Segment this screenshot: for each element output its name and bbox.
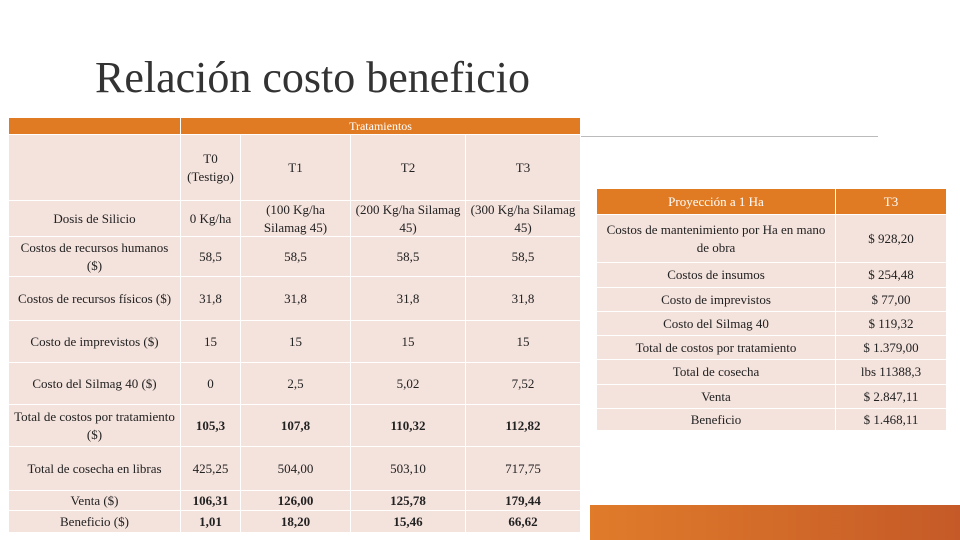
cell: 1,01 [180,510,241,534]
row-label: Costo de imprevistos [596,287,836,312]
row-label: Costos de mantenimiento por Ha en mano d… [596,214,836,263]
column-row: T0 (Testigo) T1 T2 T3 [8,134,582,202]
cell: 31,8 [350,276,466,322]
column-header: T0 (Testigo) [180,134,241,202]
value-cell: $ 1.468,11 [835,408,947,431]
column-header: T3 [835,188,947,215]
row-label: Dosis de Silicio [8,200,181,238]
row-label: Total de costos por tratamiento ($) [8,404,181,448]
row-label: Venta ($) [8,490,181,512]
row-label: Total de cosecha [596,359,836,385]
cell: 503,10 [350,446,466,492]
treatment-table: Tratamientos T0 (Testigo) T1 T2 T3 Dosis de S… [8,116,582,534]
data-row: Costos de insumos $ 254,48 [596,262,947,288]
row-label: Beneficio ($) [8,510,181,534]
cell: 110,32 [350,404,466,448]
group-header: Tratamientos [179,116,582,136]
data-row: Costo de imprevistos ($) 15 15 15 15 [8,320,582,364]
cell: 15 [180,320,241,364]
data-row: Beneficio ($) 1,01 18,20 15,46 66,62 [8,510,582,534]
cell: 58,5 [350,236,466,278]
cell: 126,00 [240,490,351,512]
data-row: Total de costos por tratamiento $ 1.379,0… [596,335,947,360]
column-header: T2 [350,134,466,202]
cell: 15 [464,320,582,364]
cell: 105,3 [180,404,241,448]
projection-table: Proyección a 1 Ha T3 Costos de mantenimien… [596,188,947,431]
row-label: Costo de imprevistos ($) [8,320,181,364]
cell: (300 Kg/ha Silamag 45) [464,200,582,238]
row-label: Total de cosecha en libras [8,446,181,492]
row-label: Total de costos por tratamiento [596,335,836,360]
cell: 58,5 [180,236,241,278]
cell: 106,31 [180,490,241,512]
cell: 107,8 [240,404,351,448]
row-label: Costo del Silmag 40 ($) [8,362,181,406]
cell: 58,5 [464,236,582,278]
value-cell: lbs 11388,3 [835,359,947,385]
cell: (100 Kg/ha Silamag 45) [240,200,351,238]
column-header: Proyección a 1 Ha [596,188,836,215]
data-row: Venta ($) 106,31 126,00 125,78 179,44 [8,490,582,512]
cell: 125,78 [350,490,466,512]
data-row: Costo del Silmag 40 ($) 0 2,5 5,02 7,52 [8,362,582,406]
cell: 58,5 [240,236,351,278]
cell: 5,02 [350,362,466,406]
value-cell: $ 254,48 [835,262,947,288]
row-label: Costos de recursos físicos ($) [8,276,181,322]
cell: 66,62 [464,510,582,534]
data-row: Beneficio $ 1.468,11 [596,408,947,431]
column-header: T3 [464,134,582,202]
data-row: Costo del Silmag 40 $ 119,32 [596,311,947,336]
blank-cell [8,134,181,202]
cell: 717,75 [464,446,582,492]
slide-title: Relación costo beneficio [95,53,530,102]
cell: 15,46 [350,510,466,534]
data-row: Total de costos por tratamiento ($) 105,3… [8,404,582,448]
value-cell: $ 1.379,00 [835,335,947,360]
row-label: Costos de recursos humanos ($) [8,236,181,278]
row-label: Costo del Silmag 40 [596,311,836,336]
cell: 31,8 [180,276,241,322]
row-label: Venta [596,384,836,409]
value-cell: $ 119,32 [835,311,947,336]
column-header: T1 [240,134,351,202]
cell: 0 [180,362,241,406]
cell: 2,5 [240,362,351,406]
value-cell: $ 928,20 [835,214,947,263]
cell: 0 Kg/ha [180,200,241,238]
cell: 18,20 [240,510,351,534]
cell: 15 [240,320,351,364]
header-row: Tratamientos [8,116,582,136]
cell: 31,8 [240,276,351,322]
cell: 7,52 [464,362,582,406]
cell: 179,44 [464,490,582,512]
data-row: Venta $ 2.847,11 [596,384,947,409]
cell: 15 [350,320,466,364]
row-label: Beneficio [596,408,836,431]
data-row: Total de cosecha en libras 425,25 504,00 50… [8,446,582,492]
value-cell: $ 77,00 [835,287,947,312]
cell: 112,82 [464,404,582,448]
divider [580,136,878,137]
cell: 425,25 [180,446,241,492]
data-row: Costo de imprevistos $ 77,00 [596,287,947,312]
corner-cell [8,116,181,136]
data-row: Costos de recursos humanos ($) 58,5 58,5 58… [8,236,582,278]
data-row: Dosis de Silicio 0 Kg/ha (100 Kg/ha Silama… [8,200,582,238]
data-row: Total de cosecha lbs 11388,3 [596,359,947,385]
row-label: Costos de insumos [596,262,836,288]
data-row: Costos de mantenimiento por Ha en mano d… [596,214,947,263]
value-cell: $ 2.847,11 [835,384,947,409]
header-row: Proyección a 1 Ha T3 [596,188,947,215]
cell: 504,00 [240,446,351,492]
cell: 31,8 [464,276,582,322]
cell: (200 Kg/ha Silamag 45) [350,200,466,238]
footer-band [590,505,960,540]
data-row: Costos de recursos físicos ($) 31,8 31,8 31… [8,276,582,322]
